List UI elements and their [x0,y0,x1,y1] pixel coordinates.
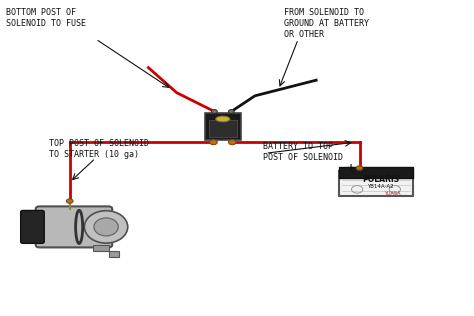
Bar [339,167,412,178]
Circle shape [228,110,234,113]
Text: BATTERY TO TOP
POST OF SOLENOID: BATTERY TO TOP POST OF SOLENOID [263,142,343,162]
Circle shape [356,166,363,170]
Text: YB14A-A2: YB14A-A2 [367,184,394,189]
FancyBboxPatch shape [36,206,112,247]
Bar [209,120,237,137]
Circle shape [211,110,217,113]
Circle shape [228,140,236,145]
Polygon shape [93,245,118,258]
Bar [339,171,412,196]
FancyBboxPatch shape [205,113,240,140]
FancyBboxPatch shape [21,210,44,243]
Text: TOP POST OF SOLENOID
TO STARTER (10 ga): TOP POST OF SOLENOID TO STARTER (10 ga) [48,138,148,159]
Ellipse shape [94,218,118,236]
Ellipse shape [84,211,128,243]
Text: YUASA: YUASA [384,191,401,196]
Text: POLARIS: POLARIS [362,175,399,185]
Circle shape [210,140,217,145]
Text: BOTTOM POST OF
SOLENOID TO FUSE: BOTTOM POST OF SOLENOID TO FUSE [6,8,86,28]
Ellipse shape [216,116,230,122]
Text: +: + [347,163,355,173]
Text: FROM SOLENOID TO
GROUND AT BATTERY
OR OTHER: FROM SOLENOID TO GROUND AT BATTERY OR OT… [284,8,369,39]
Circle shape [66,199,73,203]
